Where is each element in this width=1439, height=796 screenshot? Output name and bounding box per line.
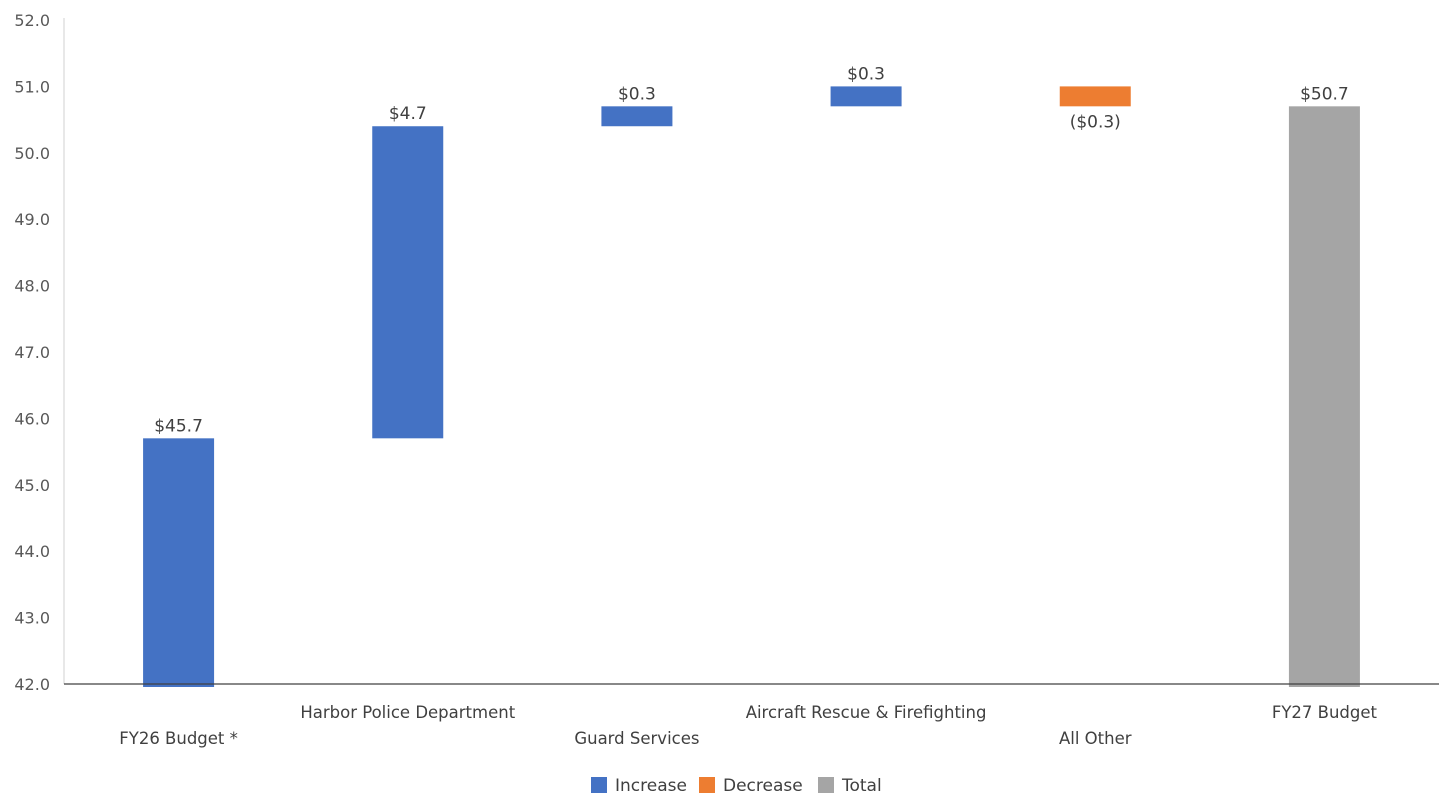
- legend-label: Total: [841, 776, 882, 796]
- bar-increase: [830, 86, 902, 107]
- legend-swatch-increase: [591, 777, 607, 793]
- data-label: $50.7: [1300, 84, 1349, 104]
- y-tick-label: 46.0: [14, 409, 50, 428]
- y-tick-label: 48.0: [14, 277, 50, 296]
- bar-decrease: [1059, 86, 1131, 107]
- legend-swatch-decrease: [699, 777, 715, 793]
- y-tick-label: 49.0: [14, 210, 50, 229]
- x-category-label: FY26 Budget *: [119, 729, 238, 748]
- y-tick-label: 50.0: [14, 144, 50, 163]
- y-tick-label: 51.0: [14, 77, 50, 96]
- bar-increase: [143, 438, 215, 687]
- y-tick-label: 42.0: [14, 675, 50, 694]
- x-category-label: Aircraft Rescue & Firefighting: [746, 703, 987, 722]
- legend-label: Decrease: [723, 776, 803, 796]
- data-label: $0.3: [847, 64, 885, 84]
- x-category-label: Guard Services: [574, 729, 699, 748]
- data-label: $45.7: [154, 416, 203, 436]
- y-tick-label: 52.0: [14, 11, 50, 30]
- x-category-label: All Other: [1059, 729, 1132, 748]
- y-tick-label: 43.0: [14, 609, 50, 628]
- data-label: $4.7: [389, 104, 427, 124]
- y-tick-label: 44.0: [14, 542, 50, 561]
- x-category-label: Harbor Police Department: [300, 703, 515, 722]
- bar-total: [1288, 106, 1360, 687]
- bar-increase: [601, 106, 673, 127]
- data-label: ($0.3): [1070, 112, 1121, 132]
- legend-swatch-total: [818, 777, 834, 793]
- x-category-label: FY27 Budget: [1272, 703, 1378, 722]
- bar-increase: [372, 126, 444, 439]
- data-label: $0.3: [618, 84, 656, 104]
- legend-label: Increase: [615, 776, 687, 796]
- y-tick-label: 47.0: [14, 343, 50, 362]
- y-tick-label: 45.0: [14, 476, 50, 495]
